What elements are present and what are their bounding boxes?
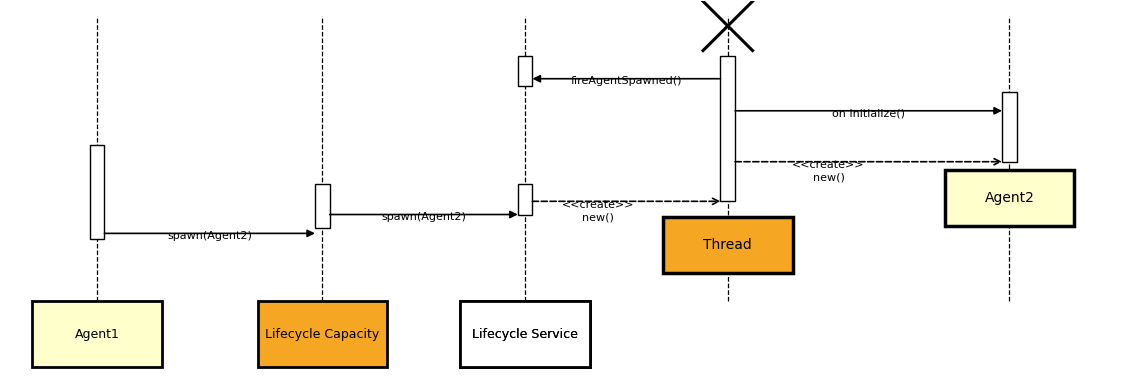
Text: spawn(Agent2): spawn(Agent2): [382, 212, 466, 222]
Text: on Initialize(): on Initialize(): [832, 108, 905, 118]
Bar: [461, 301, 589, 367]
Text: Agent2: Agent2: [984, 191, 1034, 205]
Bar: [90, 145, 105, 239]
Text: <<create>>
new(): <<create>> new(): [793, 160, 865, 182]
Bar: [1003, 92, 1017, 162]
Text: Lifecycle Capacity: Lifecycle Capacity: [265, 328, 379, 341]
Bar: [33, 301, 161, 367]
Text: spawn(Agent2): spawn(Agent2): [167, 231, 252, 241]
Bar: [257, 301, 387, 367]
Text: Lifecycle Service: Lifecycle Service: [472, 328, 578, 341]
Bar: [663, 217, 793, 273]
Bar: [461, 301, 589, 367]
Bar: [720, 56, 735, 201]
Text: <<create>>
new(): <<create>> new(): [562, 200, 634, 222]
Text: Agent1: Agent1: [75, 328, 120, 341]
Text: Thread: Thread: [703, 238, 752, 252]
Bar: [315, 184, 330, 228]
Text: Lifecycle Service: Lifecycle Service: [472, 328, 578, 341]
Bar: [518, 56, 533, 86]
Text: fireAgentSpawned(): fireAgentSpawned(): [570, 76, 682, 86]
Bar: [945, 170, 1074, 226]
Bar: [518, 184, 533, 215]
